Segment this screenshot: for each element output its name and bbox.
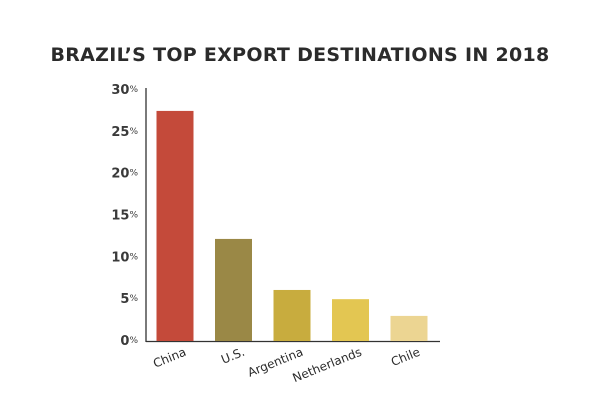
- x-tick-label: Chile: [389, 345, 422, 369]
- bar-netherlands: [332, 299, 369, 341]
- y-tick-label: 20%: [111, 167, 138, 182]
- y-tick-label: 25%: [111, 125, 138, 140]
- bar-chile: [390, 315, 428, 341]
- bar-u-s: [215, 238, 252, 341]
- y-tick-label: 30%: [111, 83, 138, 98]
- bar-argentina: [273, 289, 311, 341]
- y-tick-label: 15%: [111, 209, 138, 224]
- y-tick-label: 10%: [111, 250, 138, 265]
- axes: [145, 88, 440, 343]
- x-tick-label: U.S.: [219, 345, 247, 367]
- bars: [156, 110, 428, 342]
- y-ticks: 0% 5% 10% 15% 20% 25% 30%: [111, 83, 138, 349]
- chart-title: BRAZIL’S TOP EXPORT DESTINATIONS IN 2018: [50, 44, 550, 66]
- y-tick-label: 0%: [120, 334, 138, 349]
- x-tick-label: China: [151, 345, 188, 371]
- bar-china: [156, 110, 194, 342]
- y-tick-label: 5%: [120, 292, 138, 307]
